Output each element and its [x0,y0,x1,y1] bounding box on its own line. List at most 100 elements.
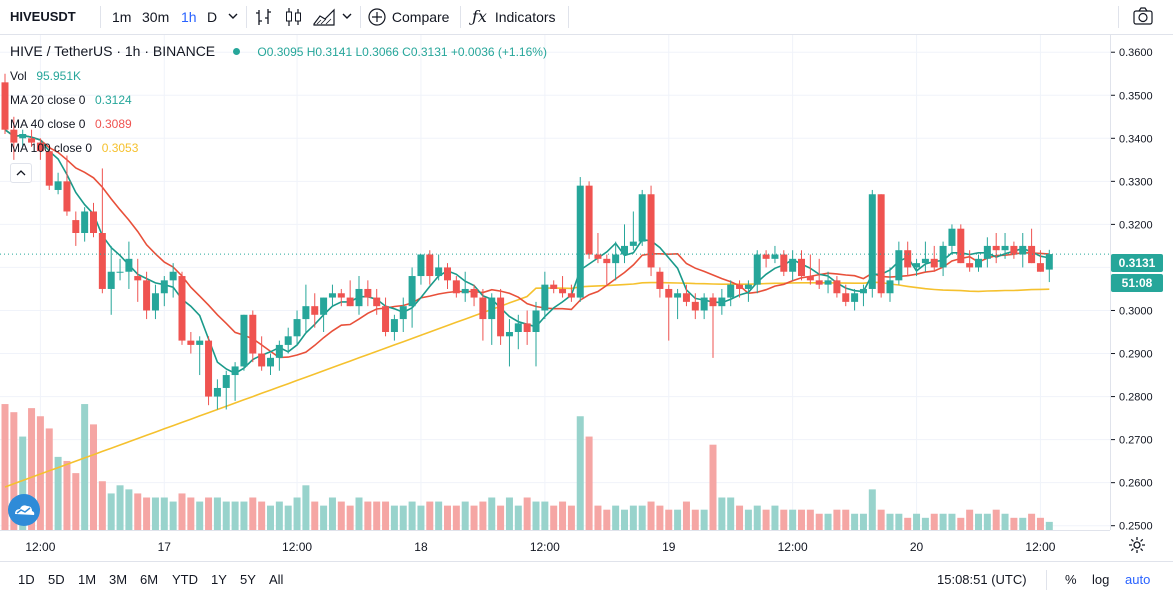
candle-body [966,263,974,268]
area-chart-type-button[interactable] [312,0,336,34]
range-3m[interactable]: 3M [109,572,128,587]
candle-body [222,375,230,388]
screenshot-button[interactable] [1132,0,1154,34]
volume-bar [851,513,859,530]
candle-body [98,233,106,289]
legend-ma100-row[interactable]: MA 100 close 0 0.3053 [10,136,138,160]
interval-30m[interactable]: 30m [142,9,170,25]
volume-bar [594,505,602,530]
range-1d[interactable]: 1D [18,572,35,587]
candle-body [567,293,575,298]
chevron-down-icon [342,13,352,19]
toolbar-divider [1118,6,1119,28]
volume-bar [151,497,159,530]
volume-bar [886,513,894,530]
volume-bar [576,416,584,530]
log-scale-button[interactable]: log [1092,572,1110,587]
volume-bar [72,473,80,530]
price-tick-label: 0.3300 [1119,176,1153,188]
interval-1h[interactable]: 1h [181,9,197,25]
candle-body [842,293,850,302]
chart-settings-button[interactable] [1128,536,1146,559]
candle-body [452,280,460,294]
volume-bar [390,505,398,530]
price-chart[interactable] [0,35,1110,530]
candle-body [187,340,195,345]
candle-body [975,258,982,268]
volume-bar [36,416,44,530]
legend-title-row: HIVE / TetherUS · 1h · BINANCE O0.3095 H… [10,39,547,64]
ohlc-values: O0.3095 H0.3141 L0.3066 C0.3131 +0.0036 … [257,45,547,59]
candle-body [10,129,18,143]
bar-chart-type-button[interactable] [254,0,274,34]
volume-bar [10,412,18,530]
candle-body [851,293,859,302]
candle-body [54,181,62,190]
candle-body [523,323,531,332]
range-1m[interactable]: 1M [78,572,97,587]
range-1y[interactable]: 1Y [211,572,227,587]
ma20-value: 0.3124 [95,93,132,107]
range-6m[interactable]: 6M [140,572,159,587]
candle-body [346,297,354,307]
candle-body [656,271,664,289]
interval-d[interactable]: D [207,9,218,25]
tradingview-logo[interactable] [8,494,40,526]
price-tick-label: 0.2500 [1119,521,1153,530]
volume-bar [992,509,1000,530]
candle-body [240,314,248,367]
candle-body [709,297,717,307]
candle-body [125,258,133,272]
candle-body [939,245,947,268]
legend-ma40-row[interactable]: MA 40 close 0 0.3089 [10,112,132,136]
candle-body [479,297,487,320]
volume-bar [258,501,266,530]
range-all[interactable]: All [269,572,284,587]
range-5d[interactable]: 5D [48,572,65,587]
candle-body [488,297,496,320]
utc-clock[interactable]: 15:08:51 (UTC) [937,572,1027,587]
compare-button[interactable]: Compare [368,0,449,34]
range-ytd[interactable]: YTD [172,572,198,587]
range-5y[interactable]: 5Y [240,572,256,587]
candle-body [594,254,602,259]
volume-bar [753,505,761,530]
legend-collapse-button[interactable] [10,163,32,183]
volume-bar [921,517,929,530]
volume-bar [913,513,921,530]
volume-bar [877,509,885,530]
candle-body [895,250,903,281]
symbol-search[interactable]: HIVEUSDT [10,9,76,24]
volume-bar [868,489,876,530]
chart-type-dropdown[interactable] [342,0,352,34]
volume-bar [833,509,841,530]
volume-bar [116,485,124,530]
candle-body [337,293,345,298]
candle-body [789,258,797,272]
volume-bar [727,497,735,530]
legend-ma20-row[interactable]: MA 20 close 0 0.3124 [10,88,132,112]
candle-body [833,280,841,294]
candle-body [435,267,443,277]
volume-bar [612,505,620,530]
candle-body [302,306,310,320]
candle-body [550,284,558,289]
candle-body [859,288,867,294]
bottom-toolbar: 1D 5D 1M 3M 6M YTD 1Y 5Y All 15:08:51 (U… [0,561,1173,598]
interval-1m[interactable]: 1m [112,9,132,25]
volume-bar [240,501,248,530]
gear-icon [1129,537,1145,553]
auto-scale-button[interactable]: auto [1125,572,1151,587]
volume-bar [771,505,779,530]
candle-body [780,254,788,272]
percent-scale-button[interactable]: % [1065,572,1077,587]
volume-bar [718,497,726,530]
candle-body [267,357,274,367]
candles-chart-type-button[interactable] [284,0,304,34]
candle-body [1010,245,1018,255]
interval-dropdown[interactable] [228,0,238,34]
candle-body [727,284,735,298]
time-tick-label: 12:00 [530,540,560,554]
indicators-button[interactable]: ƒx Indicators [472,0,556,34]
